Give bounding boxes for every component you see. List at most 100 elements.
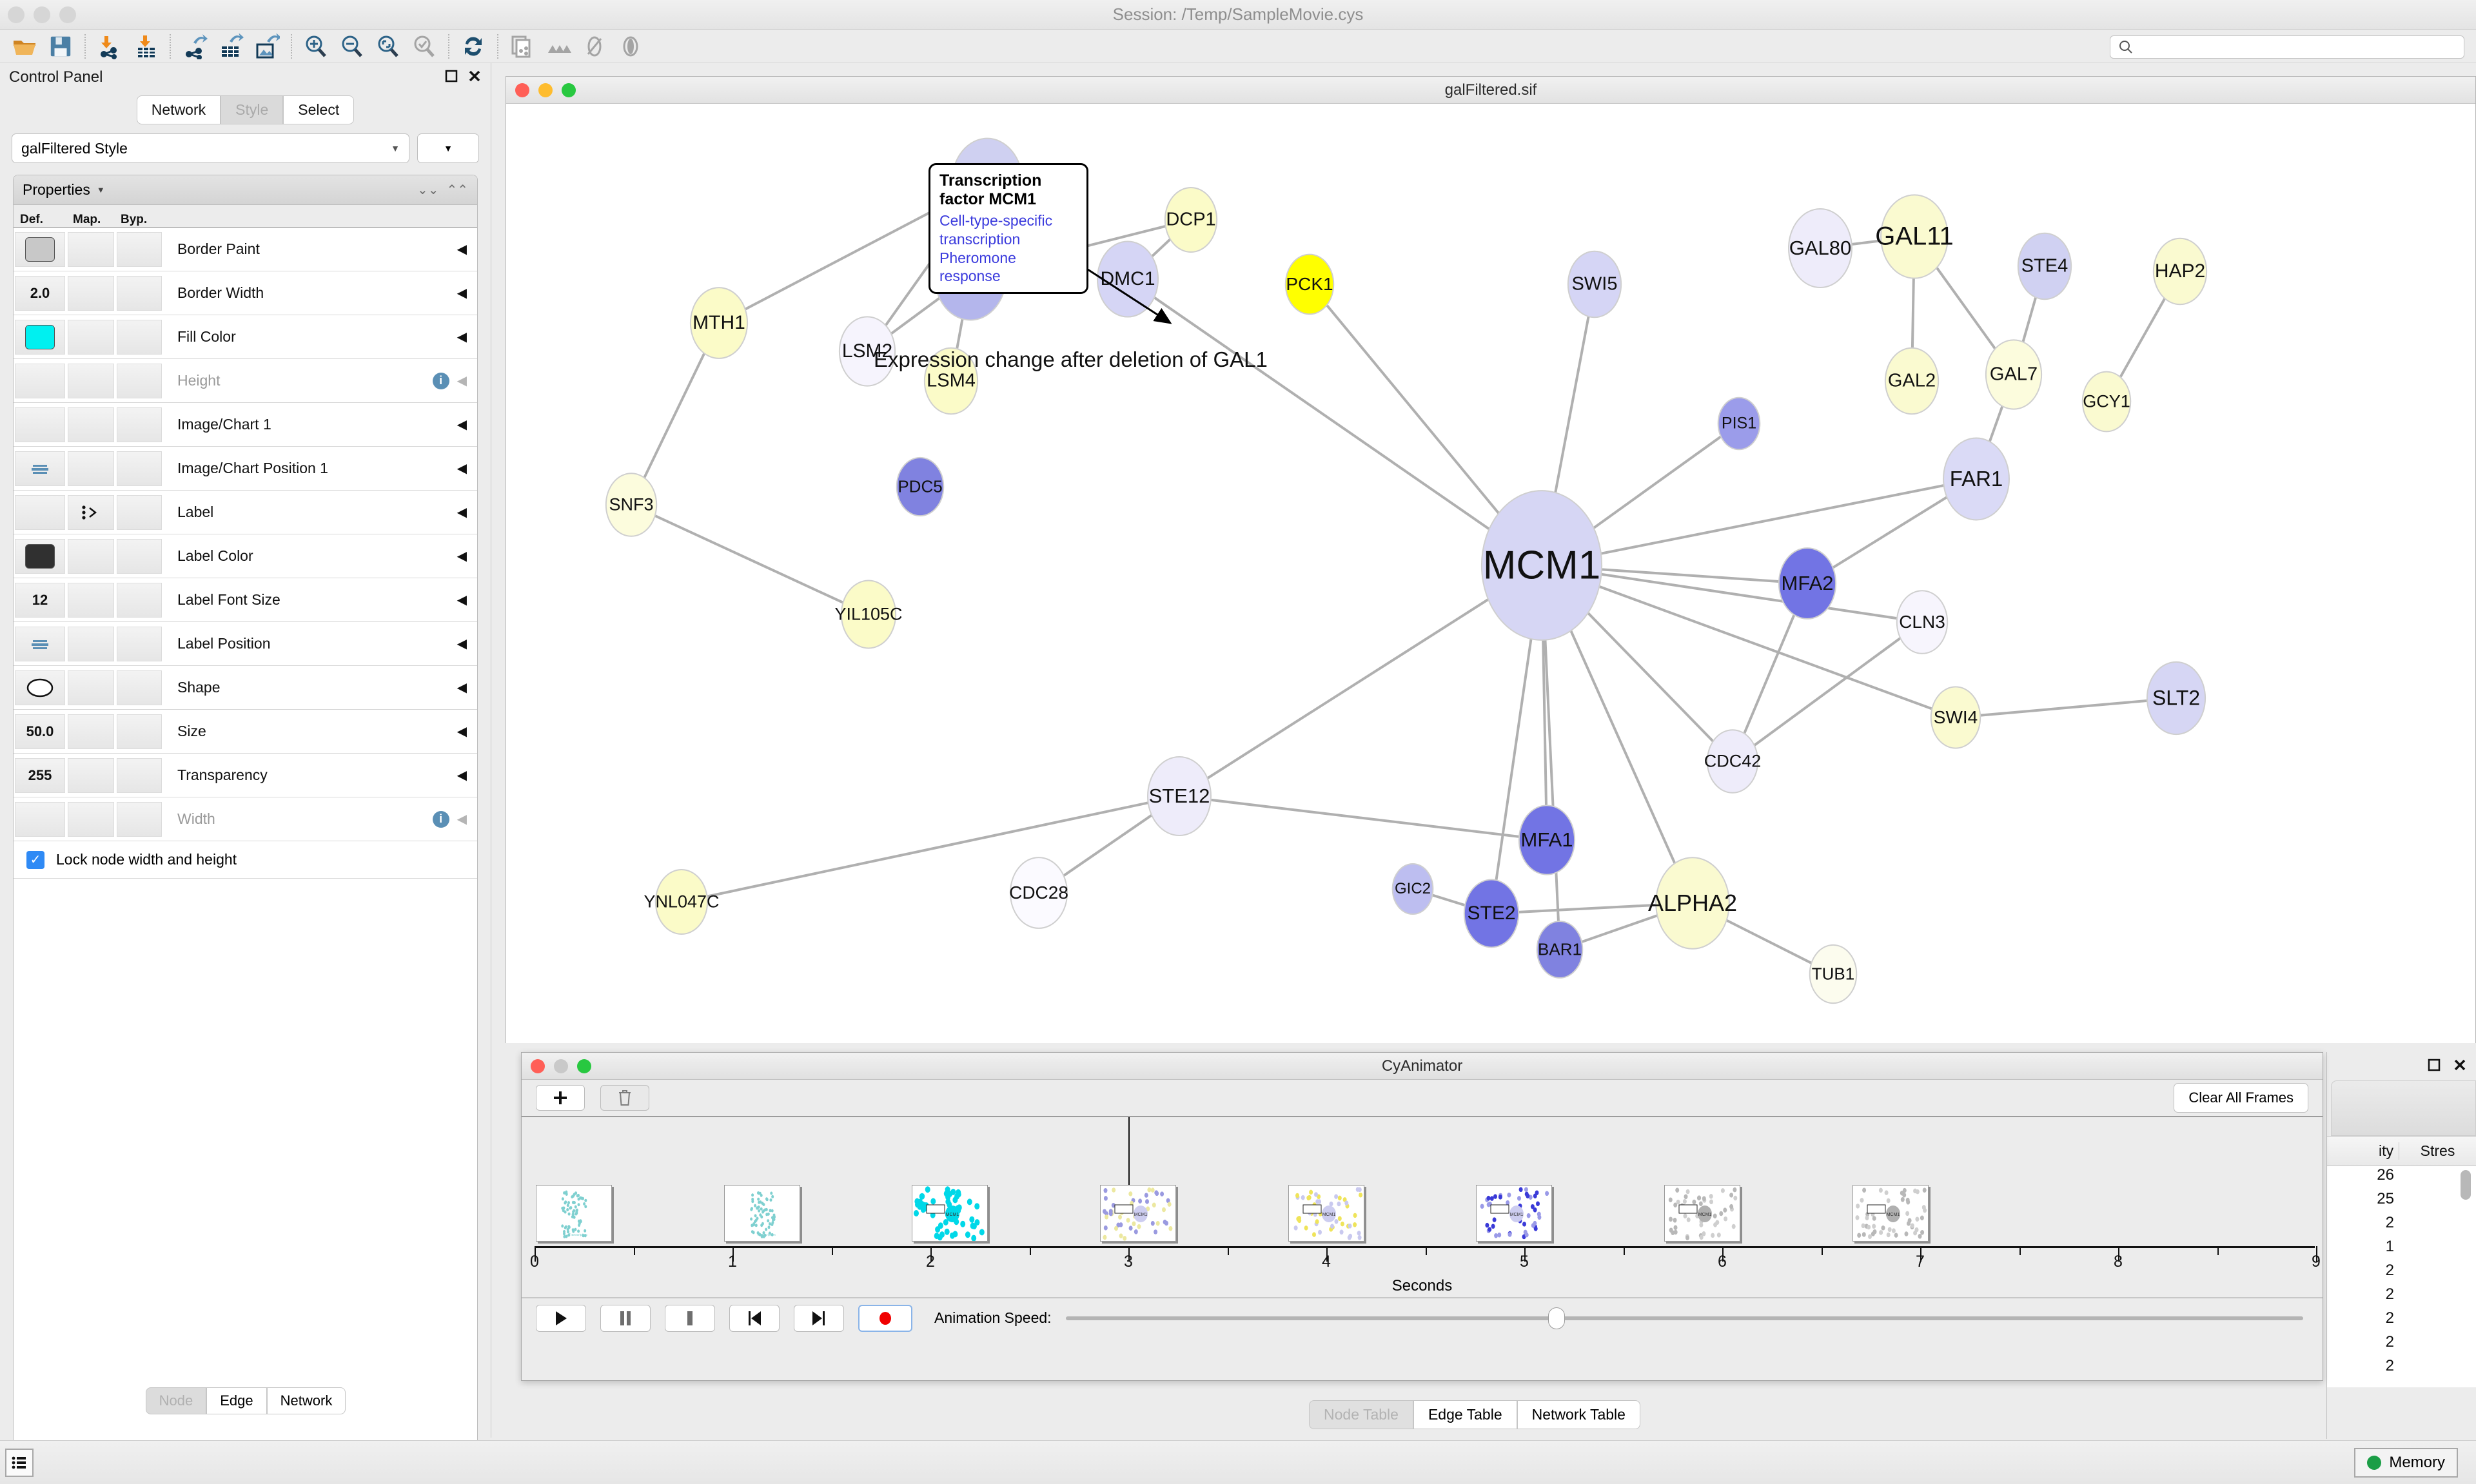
animation-frame[interactable]: MCM1 xyxy=(1852,1185,1929,1242)
task-list-button[interactable] xyxy=(5,1448,34,1477)
property-bypass-cell[interactable] xyxy=(117,670,162,705)
style-select[interactable]: galFiltered Style ▼ xyxy=(12,133,409,163)
zoom-selected-icon[interactable] xyxy=(406,32,442,61)
search-input[interactable] xyxy=(2139,40,2464,54)
property-default-cell[interactable] xyxy=(15,626,65,661)
property-row[interactable]: Shape ◀ xyxy=(14,666,477,710)
property-bypass-cell[interactable] xyxy=(117,231,162,267)
animation-frame[interactable]: MCM1 xyxy=(1288,1185,1364,1242)
lock-node-size-checkbox[interactable]: ✓ xyxy=(26,850,44,869)
property-bypass-cell[interactable] xyxy=(117,275,162,311)
network-node[interactable] xyxy=(1480,490,1603,641)
property-default-cell[interactable] xyxy=(15,494,65,530)
network-node[interactable] xyxy=(1518,805,1576,875)
property-bypass-cell[interactable] xyxy=(117,582,162,618)
window-traffic-lights[interactable] xyxy=(8,6,76,23)
lock-node-size-row[interactable]: ✓ Lock node width and height xyxy=(14,841,477,879)
cyanimator-close-button[interactable] xyxy=(531,1059,545,1073)
property-default-cell[interactable]: 2.0 xyxy=(15,275,65,311)
network-node[interactable] xyxy=(840,580,897,649)
info-icon[interactable]: i xyxy=(432,372,449,389)
table-row[interactable]: 2 xyxy=(2385,1309,2394,1327)
network-close-button[interactable] xyxy=(515,83,529,97)
network-node[interactable] xyxy=(1536,921,1584,979)
search-box[interactable] xyxy=(2110,35,2464,59)
table-row[interactable]: 2 xyxy=(2385,1333,2394,1351)
expand-all-icon[interactable]: ⌄⌄ xyxy=(417,183,439,197)
next-frame-button[interactable] xyxy=(794,1304,844,1332)
property-default-cell[interactable] xyxy=(15,407,65,442)
property-default-cell[interactable] xyxy=(15,231,65,267)
animation-frame[interactable]: MCM1 xyxy=(1476,1185,1553,1242)
open-folder-icon[interactable] xyxy=(6,32,43,61)
add-frame-button[interactable] xyxy=(536,1085,585,1111)
property-bypass-cell[interactable] xyxy=(117,407,162,442)
network-minimize-button[interactable] xyxy=(538,83,553,97)
property-mapping-cell[interactable] xyxy=(68,801,114,837)
network-node[interactable] xyxy=(923,347,979,415)
property-mapping-cell[interactable] xyxy=(68,363,114,398)
expand-property-arrow[interactable]: ◀ xyxy=(457,681,467,695)
zoom-fit-icon[interactable] xyxy=(370,32,406,61)
close-window-button[interactable] xyxy=(8,6,25,23)
zoom-in-icon[interactable] xyxy=(298,32,334,61)
network-node[interactable] xyxy=(1809,944,1858,1004)
property-bypass-cell[interactable] xyxy=(117,757,162,793)
network-maximize-button[interactable] xyxy=(562,83,576,97)
delete-frame-button[interactable] xyxy=(600,1085,649,1111)
previous-frame-button[interactable] xyxy=(729,1304,780,1332)
property-mapping-cell[interactable] xyxy=(68,670,114,705)
property-bypass-cell[interactable] xyxy=(117,363,162,398)
expand-property-arrow[interactable]: ◀ xyxy=(457,330,467,344)
expand-property-arrow[interactable]: ◀ xyxy=(457,374,467,388)
cyanimator-minimize-button[interactable] xyxy=(554,1059,568,1073)
expand-property-arrow[interactable]: ◀ xyxy=(457,418,467,432)
timeline-playhead[interactable] xyxy=(1128,1117,1130,1242)
property-bypass-cell[interactable] xyxy=(117,451,162,486)
network-node[interactable] xyxy=(1930,686,1981,749)
network-edge[interactable] xyxy=(1731,621,1923,763)
network-node[interactable] xyxy=(1164,186,1218,253)
property-mapping-cell[interactable] xyxy=(68,407,114,442)
property-default-cell[interactable] xyxy=(15,319,65,355)
network-edge[interactable] xyxy=(1179,795,1548,841)
table-row[interactable]: 1 xyxy=(2385,1238,2394,1255)
network-node[interactable] xyxy=(1096,240,1159,318)
expand-property-arrow[interactable]: ◀ xyxy=(457,768,467,783)
style-tab-edge[interactable]: Edge xyxy=(206,1387,267,1414)
record-button[interactable] xyxy=(858,1304,912,1332)
column-degree-centrality[interactable]: ity xyxy=(2327,1142,2399,1160)
tab-style[interactable]: Style xyxy=(221,95,284,124)
color-swatch[interactable] xyxy=(25,543,55,569)
export-image-icon[interactable] xyxy=(249,32,285,61)
expand-property-arrow[interactable]: ◀ xyxy=(457,242,467,257)
import-table-icon[interactable] xyxy=(128,32,164,61)
property-mapping-cell[interactable] xyxy=(68,451,114,486)
color-swatch[interactable] xyxy=(25,237,55,262)
info-icon[interactable]: i xyxy=(432,810,449,828)
property-row[interactable]: Width i ◀ xyxy=(14,797,477,841)
network-node[interactable] xyxy=(1778,547,1837,620)
table-row[interactable]: 2 xyxy=(2385,1285,2394,1303)
animation-frame[interactable]: MCM1 xyxy=(1099,1185,1176,1242)
property-bypass-cell[interactable] xyxy=(117,714,162,749)
property-default-cell[interactable] xyxy=(15,801,65,837)
close-panel-icon[interactable] xyxy=(467,69,482,86)
property-row[interactable]: 255 Transparency ◀ xyxy=(14,754,477,797)
property-mapping-cell[interactable] xyxy=(68,538,114,574)
property-default-cell[interactable]: 255 xyxy=(15,757,65,793)
table-row[interactable]: 25 xyxy=(2377,1190,2394,1207)
stop-button[interactable] xyxy=(665,1304,715,1332)
expand-property-arrow[interactable]: ◀ xyxy=(457,637,467,651)
network-node[interactable] xyxy=(1463,879,1520,948)
property-row[interactable]: 50.0 Size ◀ xyxy=(14,710,477,754)
show-icon[interactable] xyxy=(613,32,649,61)
property-bypass-cell[interactable] xyxy=(117,538,162,574)
network-node[interactable] xyxy=(896,456,945,517)
network-node[interactable] xyxy=(1788,208,1852,288)
tab-network-table[interactable]: Network Table xyxy=(1517,1400,1640,1429)
pause-button[interactable] xyxy=(600,1304,651,1332)
memory-status-button[interactable]: Memory xyxy=(2354,1447,2458,1478)
save-icon[interactable] xyxy=(43,32,79,61)
style-tab-network[interactable]: Network xyxy=(266,1387,346,1414)
